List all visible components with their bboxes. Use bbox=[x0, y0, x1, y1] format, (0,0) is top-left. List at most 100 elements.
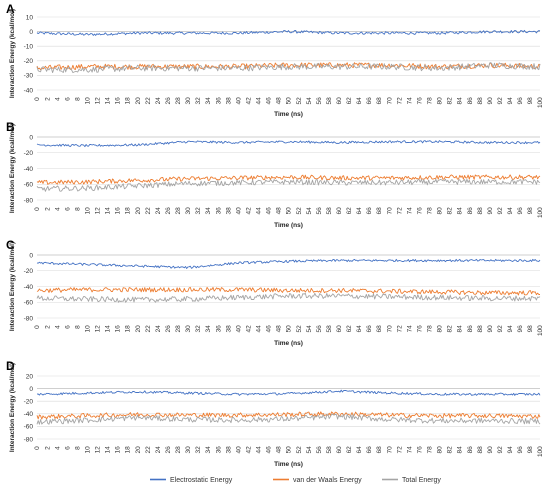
x-tick-label: 74 bbox=[406, 207, 413, 215]
x-tick-label: 54 bbox=[306, 325, 313, 333]
x-tick-label: 56 bbox=[316, 97, 323, 105]
x-tick-label: 36 bbox=[215, 325, 222, 333]
x-tick-label: 58 bbox=[326, 446, 333, 454]
x-tick-label: 58 bbox=[326, 207, 333, 215]
x-tick-label: 90 bbox=[487, 446, 494, 454]
x-tick-label: 90 bbox=[487, 325, 494, 333]
x-tick-label: 94 bbox=[507, 97, 514, 105]
panel-letter-a: A bbox=[6, 2, 15, 16]
x-tick-label: 22 bbox=[145, 325, 152, 333]
x-tick-label: 90 bbox=[487, 97, 494, 105]
x-tick-label: 16 bbox=[115, 207, 122, 215]
x-tick-label: 64 bbox=[356, 207, 363, 215]
y-tick-label: -20 bbox=[24, 58, 34, 65]
x-tick-label: 86 bbox=[467, 207, 474, 215]
x-tick-label: 74 bbox=[406, 325, 413, 333]
x-tick-label: 66 bbox=[366, 325, 373, 333]
series-line-electrostatic-energy bbox=[36, 389, 541, 396]
x-tick-label: 92 bbox=[497, 97, 504, 105]
series-line-van-der-waals-energy bbox=[36, 286, 540, 296]
y-tick-label: -60 bbox=[24, 182, 34, 189]
x-tick-label: 52 bbox=[296, 325, 303, 333]
y-tick-label: 0 bbox=[29, 386, 33, 393]
series-line-van-der-waals-energy bbox=[36, 411, 541, 420]
x-tick-label: 2 bbox=[44, 446, 51, 450]
x-tick-label: 56 bbox=[316, 325, 323, 333]
x-tick-label: 34 bbox=[205, 446, 212, 454]
x-tick-label: 20 bbox=[135, 207, 142, 215]
x-tick-label: 4 bbox=[54, 97, 61, 101]
x-tick-label: 94 bbox=[507, 207, 514, 215]
x-tick-label: 30 bbox=[185, 97, 192, 105]
x-axis-title: Time (ns) bbox=[274, 111, 303, 118]
x-tick-label: 18 bbox=[125, 207, 132, 215]
y-tick-label: 10 bbox=[26, 14, 34, 21]
x-tick-label: 48 bbox=[276, 97, 283, 105]
x-tick-label: 0 bbox=[34, 325, 41, 329]
x-tick-label: 4 bbox=[54, 446, 61, 450]
y-tick-label: -60 bbox=[24, 424, 34, 431]
x-tick-label: 86 bbox=[467, 446, 474, 454]
x-tick-label: 74 bbox=[406, 446, 413, 454]
x-tick-label: 46 bbox=[266, 325, 273, 333]
x-tick-label: 24 bbox=[155, 207, 162, 215]
x-tick-label: 0 bbox=[34, 207, 41, 211]
x-tick-label: 46 bbox=[266, 207, 273, 215]
x-tick-label: 40 bbox=[235, 97, 242, 105]
y-tick-label: 20 bbox=[26, 373, 34, 380]
x-tick-label: 60 bbox=[336, 207, 343, 215]
series-line-electrostatic-energy bbox=[36, 258, 541, 269]
y-tick-label: -10 bbox=[24, 44, 34, 51]
x-tick-label: 22 bbox=[145, 446, 152, 454]
x-tick-label: 42 bbox=[245, 97, 252, 105]
x-tick-label: 58 bbox=[326, 325, 333, 333]
x-tick-label: 98 bbox=[527, 207, 534, 215]
x-tick-label: 50 bbox=[286, 446, 293, 454]
x-tick-label: 22 bbox=[145, 97, 152, 105]
x-tick-label: 72 bbox=[396, 446, 403, 454]
x-tick-label: 68 bbox=[376, 207, 383, 215]
x-tick-label: 8 bbox=[74, 97, 81, 101]
x-tick-label: 62 bbox=[346, 325, 353, 333]
x-tick-label: 2 bbox=[44, 97, 51, 101]
series-line-total-energy bbox=[36, 413, 541, 425]
x-tick-label: 88 bbox=[477, 97, 484, 105]
x-tick-label: 72 bbox=[396, 325, 403, 333]
x-tick-label: 66 bbox=[366, 207, 373, 215]
x-tick-label: 2 bbox=[44, 207, 51, 211]
x-tick-label: 96 bbox=[517, 97, 524, 105]
x-tick-label: 26 bbox=[165, 446, 172, 454]
x-tick-label: 80 bbox=[437, 325, 444, 333]
x-tick-label: 38 bbox=[225, 97, 232, 105]
x-tick-label: 56 bbox=[316, 207, 323, 215]
x-tick-label: 6 bbox=[64, 97, 71, 101]
x-tick-label: 58 bbox=[326, 97, 333, 105]
legend-label-van-der-waals-energy: van der Waals Energy bbox=[293, 477, 362, 484]
y-tick-label: -40 bbox=[24, 166, 34, 173]
x-tick-label: 86 bbox=[467, 97, 474, 105]
x-tick-label: 64 bbox=[356, 97, 363, 105]
x-tick-label: 88 bbox=[477, 207, 484, 215]
y-tick-label: 0 bbox=[29, 29, 33, 36]
x-tick-label: 6 bbox=[64, 207, 71, 211]
series-line-total-energy bbox=[36, 62, 541, 74]
x-tick-label: 24 bbox=[155, 325, 162, 333]
x-tick-label: 80 bbox=[437, 446, 444, 454]
x-tick-label: 12 bbox=[95, 207, 102, 215]
y-tick-label: -20 bbox=[24, 150, 34, 157]
x-tick-label: 2 bbox=[44, 325, 51, 329]
x-tick-label: 96 bbox=[517, 207, 524, 215]
x-tick-label: 66 bbox=[366, 97, 373, 105]
y-tick-label: -30 bbox=[24, 73, 34, 80]
y-tick-label: 0 bbox=[29, 252, 33, 259]
x-tick-label: 86 bbox=[467, 325, 474, 333]
x-tick-label: 48 bbox=[276, 207, 283, 215]
x-tick-label: 100 bbox=[537, 325, 544, 336]
x-tick-label: 54 bbox=[306, 97, 313, 105]
x-tick-label: 68 bbox=[376, 325, 383, 333]
x-tick-label: 38 bbox=[225, 446, 232, 454]
x-tick-label: 78 bbox=[427, 97, 434, 105]
x-tick-label: 94 bbox=[507, 446, 514, 454]
